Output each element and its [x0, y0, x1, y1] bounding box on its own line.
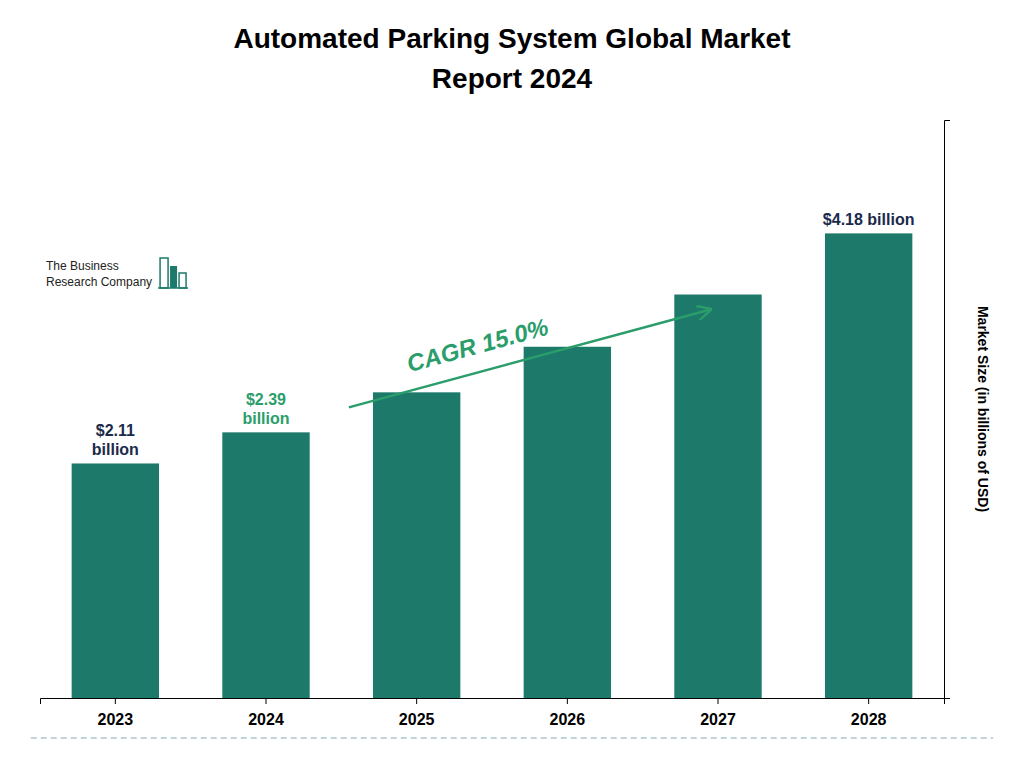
bar: [222, 432, 309, 698]
x-tick-mark: [416, 698, 417, 704]
x-tick-label: 2027: [700, 711, 736, 728]
chart: Automated Parking System Global Market Re…: [0, 0, 1024, 768]
x-tick-label: 2028: [851, 711, 887, 728]
bar: [72, 463, 159, 698]
logo-building: [179, 273, 186, 288]
x-tick-label: 2026: [550, 711, 586, 728]
x-tick-mark: [115, 698, 116, 704]
value-annotation: $2.11billion: [92, 422, 139, 458]
x-tick-mark: [718, 698, 719, 704]
cagr-arrow: [349, 310, 711, 408]
value-annotation: $4.18 billion: [823, 211, 915, 228]
title: Automated Parking System Global Market: [233, 23, 790, 54]
value-annotation: $2.39billion: [242, 391, 289, 427]
footer-rule: [31, 737, 994, 738]
cagr-label: CAGR 15.0%: [404, 313, 551, 377]
logo-text: The BusinessResearch Company: [46, 259, 152, 289]
x-axis: 2023 2024 2025 2026 2027 2028: [41, 698, 945, 728]
logo-baseline: [158, 287, 188, 289]
subtitle: Report 2024: [432, 63, 593, 94]
bars: [72, 233, 913, 698]
x-tick-label: 2025: [399, 711, 435, 728]
logo-building: [160, 258, 168, 288]
y-axis: [945, 121, 951, 699]
annotations: $2.11billion $2.39billion $4.18 billion CAG…: [46, 211, 914, 458]
x-tick-mark: [266, 698, 267, 704]
bar: [373, 392, 460, 698]
x-tick-label: 2023: [98, 711, 134, 728]
x-tick: 2023: [98, 698, 134, 728]
x-axis-line: [41, 699, 945, 705]
x-tick: 2025: [399, 698, 435, 728]
x-tick: 2026: [550, 698, 586, 728]
x-tick: 2027: [700, 698, 736, 728]
y-axis-title: Market Size (in billions of USD): [975, 306, 991, 512]
logo-icon: [158, 258, 188, 288]
bar: [524, 347, 611, 698]
y-axis-line: [945, 121, 951, 699]
x-tick: 2024: [248, 698, 284, 728]
bar: [825, 233, 912, 698]
x-tick-mark: [567, 698, 568, 704]
bar: [674, 295, 761, 698]
logo-building: [170, 266, 177, 288]
x-tick: 2028: [851, 698, 887, 728]
x-tick-label: 2024: [248, 711, 284, 728]
x-tick-mark: [868, 698, 869, 704]
